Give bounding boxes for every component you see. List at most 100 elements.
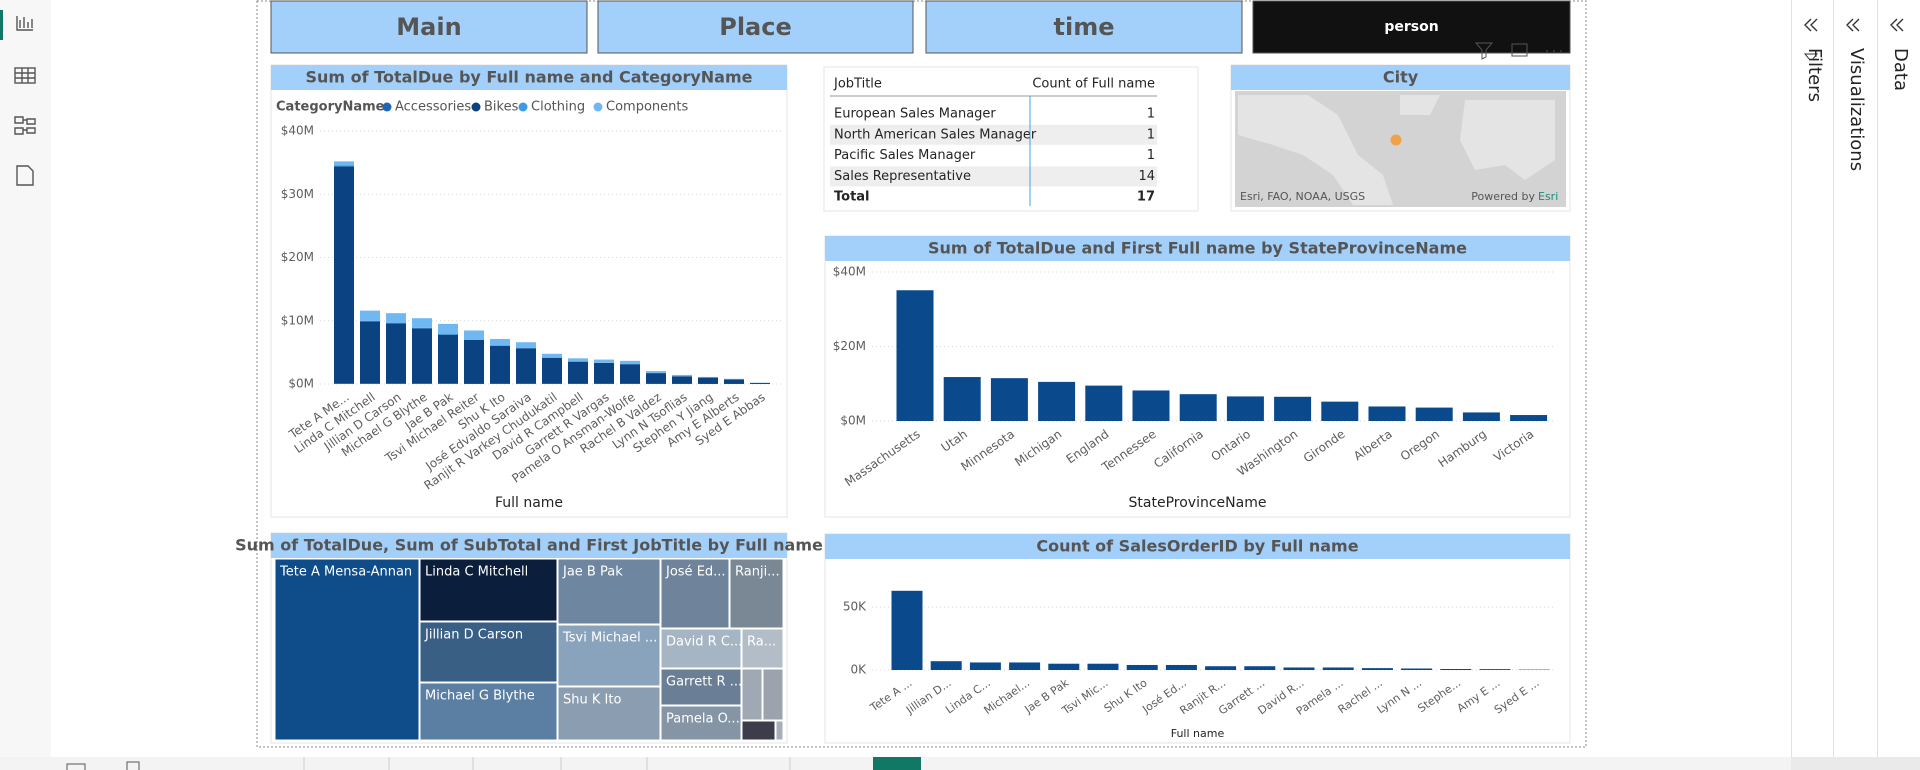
pane-label: Visualizations: [1846, 48, 1867, 172]
bar: [620, 360, 640, 365]
map-powered: Powered by: [1471, 190, 1535, 203]
bar: [1440, 668, 1472, 670]
table-cell: 1: [1147, 148, 1155, 163]
bar: [412, 318, 432, 328]
legend-label: Clothing: [531, 100, 585, 115]
treemap-label: Ranji...: [735, 565, 780, 580]
filter-visual-icon[interactable]: [1474, 42, 1494, 60]
legend-swatch: [471, 102, 481, 112]
bar: [1009, 662, 1041, 670]
x-axis-title: StateProvinceName: [1129, 495, 1267, 511]
legend-label: Components: [606, 100, 688, 115]
nav-button-label: Main: [396, 13, 461, 41]
focus-mode-icon[interactable]: [1511, 43, 1528, 57]
tab-add-icon[interactable]: [126, 761, 140, 770]
bar: [1244, 666, 1276, 670]
nav-button[interactable]: [270, 0, 588, 54]
visual-container: [824, 235, 1571, 518]
bar: [990, 378, 1028, 421]
bar: [438, 334, 458, 384]
y-tick-label: $30M: [281, 187, 314, 201]
visual-title: Count of SalesOrderID by Full name: [1036, 537, 1358, 556]
active-page-tab[interactable]: [873, 757, 921, 770]
nav-button[interactable]: [597, 0, 914, 54]
treemap-label: Ra...: [747, 635, 776, 650]
bar: [672, 376, 692, 384]
nav-button-label: person: [1384, 19, 1438, 35]
treemap-tile: [741, 668, 763, 721]
treemap-label: José Ed...: [665, 565, 726, 580]
bar: [1401, 668, 1433, 670]
data-pane[interactable]: Data: [1877, 0, 1920, 757]
dax-icon[interactable]: [16, 165, 34, 186]
bar: [1361, 668, 1393, 670]
x-axis-title: Full name: [495, 495, 563, 511]
bar: [464, 383, 484, 384]
treemap-tile: [741, 720, 776, 741]
bar: [698, 377, 718, 384]
nav-button[interactable]: [925, 0, 1243, 54]
bar: [464, 339, 484, 384]
visual-container: [270, 64, 788, 518]
pane-label: Filters: [1804, 48, 1825, 102]
model-icon[interactable]: [14, 116, 36, 135]
bar: [1038, 381, 1076, 421]
table-icon[interactable]: [14, 67, 36, 84]
bar: [896, 290, 934, 421]
tab-separators: [303, 757, 791, 770]
bar: [1322, 667, 1354, 670]
visual-title-bar: [825, 236, 1570, 261]
bar: [412, 328, 432, 384]
treemap-tile: [557, 624, 661, 687]
visual-title-bar: [271, 65, 787, 90]
bar: [360, 383, 380, 384]
bar: [516, 348, 536, 384]
left-rail: [0, 0, 51, 757]
treemap-tile: [419, 682, 558, 741]
visual-title-bar: [1231, 65, 1570, 90]
row-band: [830, 166, 1157, 187]
treemap-label: Tete A Mensa-Annan: [279, 565, 412, 580]
legend-swatch: [518, 102, 528, 112]
table-cell: European Sales Manager: [834, 107, 996, 122]
bar: [438, 334, 458, 335]
bar: [943, 377, 981, 421]
legend-label: Bikes: [484, 100, 519, 115]
filters-pane[interactable]: Filters: [1791, 0, 1834, 757]
bar: [516, 342, 536, 348]
treemap-label: Jae B Pak: [562, 565, 623, 580]
visual-title-bar: [271, 533, 787, 558]
pane-label: Data: [1890, 48, 1911, 91]
treemap-label: Linda C Mitchell: [425, 565, 528, 580]
bar: [724, 378, 744, 380]
nav-button-label: time: [1054, 13, 1115, 41]
bar: [568, 361, 588, 384]
bar: [1165, 664, 1197, 670]
bar: [490, 345, 510, 384]
bar: [1415, 407, 1453, 421]
bar: [438, 383, 458, 384]
table-header: JobTitle: [833, 77, 882, 92]
table-cell: 14: [1138, 169, 1155, 184]
treemap-tile: [660, 628, 742, 669]
bar: [568, 358, 588, 362]
bar: [1226, 396, 1264, 421]
bar: [334, 161, 354, 166]
treemap-tile: [729, 558, 784, 629]
y-tick-label: $40M: [281, 124, 314, 138]
bar: [724, 379, 744, 384]
y-tick-label: $10M: [281, 313, 314, 327]
report-icon[interactable]: [16, 16, 33, 31]
bar: [1368, 406, 1406, 421]
y-tick-label: $0M: [288, 377, 314, 391]
tab-nav-icon[interactable]: [66, 763, 86, 770]
visual-title: Sum of TotalDue, Sum of SubTotal and Fir…: [235, 536, 823, 555]
legend-title: CategoryName: [276, 100, 385, 115]
bar: [542, 357, 562, 384]
map-brand: Esri: [1538, 190, 1558, 203]
nav-button-label: Place: [719, 13, 792, 41]
bar: [542, 353, 562, 358]
bar: [360, 321, 380, 384]
table-header: Count of Full name: [1032, 77, 1155, 92]
visualizations-pane[interactable]: Visualizations: [1833, 0, 1878, 757]
